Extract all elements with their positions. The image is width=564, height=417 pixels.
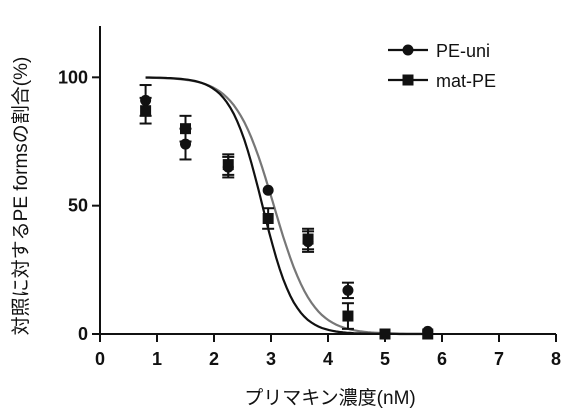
legend-marker-circle [402,44,414,56]
x-tick-label: 3 [266,349,276,369]
y-tick-label: 0 [78,324,88,344]
legend-label: PE-uni [436,41,490,61]
data-point-pe-uni [342,284,354,296]
data-point-mat-pe [140,105,152,117]
data-point-mat-pe [222,159,234,171]
x-tick-label: 0 [95,349,105,369]
x-tick-label: 7 [494,349,504,369]
x-tick-label: 6 [437,349,447,369]
data-point-pe-uni [262,184,274,196]
x-axis-title: プリマキン濃度(nM) [244,387,415,409]
x-tick-label: 1 [152,349,162,369]
x-tick-label: 4 [323,349,333,369]
y-tick-label: 50 [68,196,88,216]
x-tick-label: 2 [209,349,219,369]
x-tick-label: 5 [380,349,390,369]
data-point-mat-pe [342,310,354,322]
data-point-mat-pe [379,328,391,340]
y-axis-title: 対照に対するPE formsの割合(%) [10,57,32,336]
data-point-mat-pe [262,213,274,224]
legend-marker-square [402,74,414,86]
y-tick-label: 100 [58,67,88,87]
x-tick-label: 8 [551,349,561,369]
legend-label: mat-PE [436,71,496,91]
data-point-mat-pe [302,233,314,245]
data-point-mat-pe [180,123,191,135]
data-point-mat-pe [422,328,434,340]
